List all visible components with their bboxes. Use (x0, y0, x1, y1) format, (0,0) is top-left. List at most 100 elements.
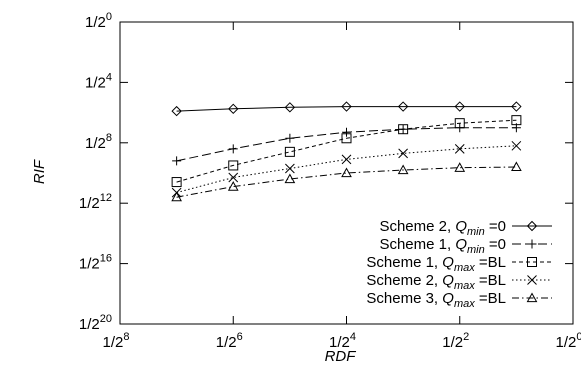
series-4-point (341, 154, 352, 165)
y-tick-label-exp: 16 (100, 253, 112, 265)
legend-label-prefix: Scheme 1, (366, 254, 442, 271)
series-3-point (284, 146, 295, 157)
series-4-point (285, 163, 295, 174)
y-tick-label-exp: 8 (106, 132, 112, 144)
legend-label-suffix: =BL (475, 254, 506, 271)
series-2-point (172, 156, 182, 166)
x-tick-label-exp: 8 (123, 331, 129, 343)
series-1-point (511, 101, 522, 112)
y-tick-label-base: 1/2 (85, 135, 106, 152)
series-2-point (228, 144, 238, 154)
legend-marker (527, 239, 537, 249)
x-tick-label-exp: 0 (576, 331, 581, 343)
legend-marker (527, 257, 537, 267)
series-5-point (511, 161, 522, 172)
legend-item-3: Scheme 1, Qmax =BL (366, 254, 552, 274)
y-tick-label: 1/28 (85, 132, 112, 152)
x-tick-label-exp: 6 (237, 331, 243, 343)
series-3-point (228, 160, 239, 171)
legend-label-sub: max (454, 298, 475, 310)
legend-label-q: Q (455, 218, 467, 235)
y-tick-label: 1/212 (79, 192, 112, 212)
series-1-point (454, 101, 465, 112)
x-tick-label-base: 1/2 (442, 334, 463, 351)
series-5-point (341, 167, 352, 178)
series-3-point (398, 124, 409, 135)
y-tick-label-base: 1/2 (79, 256, 100, 273)
series-1-point (171, 105, 182, 117)
legend-label-prefix: Scheme 2, (366, 272, 442, 289)
legend-label-q: Q (442, 290, 454, 307)
legend-label-sub: min (467, 244, 485, 256)
series-5-point (227, 181, 239, 191)
series-1-line (176, 106, 517, 112)
x-tick-label-base: 1/2 (103, 334, 124, 351)
series-2-point (342, 127, 351, 137)
x-tick-label: 1/26 (216, 331, 243, 351)
x-axis-label: RDF (325, 348, 357, 365)
legend-label-suffix: =BL (475, 290, 506, 307)
series-3-point (454, 118, 465, 129)
series-5-point (454, 162, 466, 172)
legend-label-prefix: Scheme 1, (379, 236, 455, 253)
y-tick-label-base: 1/2 (85, 14, 106, 31)
legend-label-suffix: =BL (475, 272, 506, 289)
legend-marker (527, 275, 537, 285)
legend-item-2: Scheme 1, Qmin =0 (379, 236, 552, 256)
y-tick-label: 1/20 (85, 11, 112, 31)
series-1-point (397, 101, 409, 112)
series-1-point (228, 103, 239, 115)
legend-label-prefix: Scheme 2, (379, 218, 455, 235)
legend-marker (526, 220, 538, 232)
y-tick-label-exp: 0 (106, 11, 112, 23)
y-tick-label-exp: 4 (106, 71, 112, 83)
legend-label-q: Q (442, 272, 454, 289)
series-5 (171, 161, 522, 202)
legend-item-4: Scheme 2, Qmax =BL (366, 272, 552, 292)
series-1-point (341, 101, 352, 112)
legend-label-suffix: =0 (485, 236, 506, 253)
x-tick-label: 1/28 (103, 331, 130, 351)
series-4-point (398, 148, 408, 159)
legend-item-1: Scheme 2, Qmin =0 (379, 218, 552, 238)
series-3 (171, 115, 522, 188)
series-3-line (176, 119, 517, 183)
series-5-point (284, 173, 296, 184)
x-tick-label: 1/20 (556, 331, 581, 351)
legend-marker (526, 292, 538, 303)
legend-label-q: Q (442, 254, 454, 271)
legend-label: Scheme 3, Qmax =BL (366, 290, 506, 310)
legend-label-suffix: =0 (485, 218, 506, 235)
series-4-point (454, 143, 465, 154)
legend-label: Scheme 2, Qmax =BL (366, 272, 506, 292)
series-4-point (511, 140, 522, 151)
x-tick-label-exp: 2 (463, 331, 469, 343)
series-3-point (341, 133, 352, 144)
y-tick-label: 1/216 (79, 253, 112, 273)
x-tick-label: 1/22 (442, 331, 469, 351)
series-4-point (228, 172, 239, 183)
x-tick-label: 1/24 (329, 331, 356, 351)
x-tick-label-base: 1/2 (556, 334, 577, 351)
series-2-point (285, 133, 295, 143)
y-tick-label: 1/220 (79, 313, 112, 333)
y-tick-label-base: 1/2 (85, 74, 106, 91)
legend-label-q: Q (455, 236, 467, 253)
series-layer (171, 101, 522, 202)
series-5-point (171, 191, 182, 202)
legend-label: Scheme 1, Qmax =BL (366, 254, 506, 274)
y-tick-label-base: 1/2 (79, 195, 100, 212)
series-5-point (397, 164, 409, 175)
series-1-point (284, 102, 296, 113)
legend-label-prefix: Scheme 3, (366, 290, 442, 307)
y-tick-label-exp: 20 (100, 313, 112, 325)
series-3-point (511, 115, 522, 126)
x-tick-label-base: 1/2 (329, 334, 350, 351)
series-4 (171, 140, 522, 198)
legend-label-sub: min (467, 226, 485, 238)
legend-item-5: Scheme 3, Qmax =BL (366, 290, 552, 310)
series-5-line (176, 166, 517, 198)
series-3-point (171, 177, 182, 188)
